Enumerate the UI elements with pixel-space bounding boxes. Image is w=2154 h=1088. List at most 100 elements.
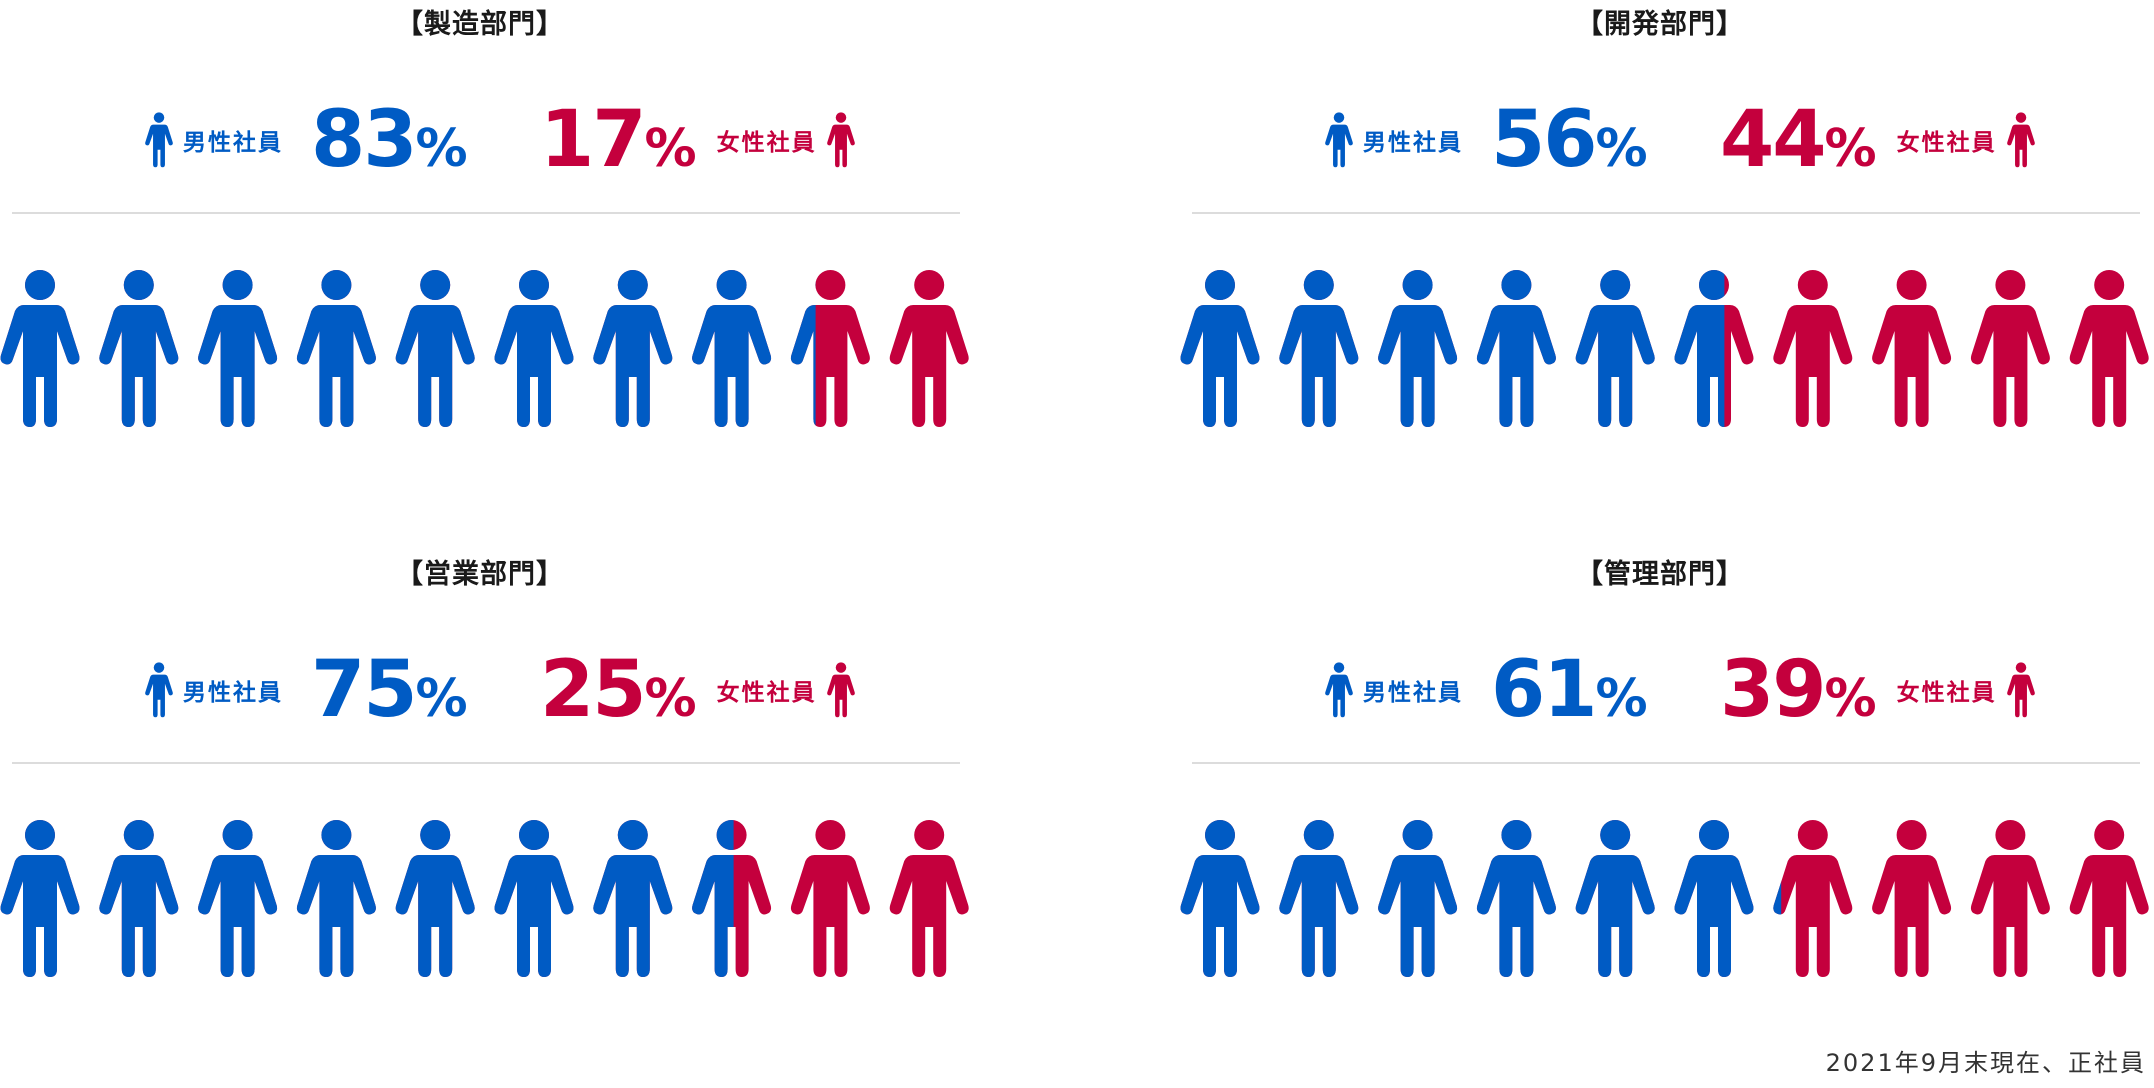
male-person-icon xyxy=(1325,112,1353,168)
person-figure xyxy=(198,270,278,427)
person-figure xyxy=(0,820,80,977)
female-person-icon xyxy=(2006,112,2035,168)
stats-row: 男性社員 56% 44% 女性社員 xyxy=(1180,95,2140,185)
person-figure xyxy=(1575,820,1655,977)
male-label: 男性社員 xyxy=(183,680,283,706)
person-figure xyxy=(99,820,179,977)
person-figure xyxy=(1674,270,1754,427)
panel-title: 【営業部門】 xyxy=(396,559,564,590)
female-label: 女性社員 xyxy=(1896,680,1997,706)
female-label: 女性社員 xyxy=(716,130,817,156)
male-person-icon xyxy=(145,662,173,718)
person-figure xyxy=(494,820,574,977)
female-stat: 17% 女性社員 xyxy=(540,95,855,185)
female-person-icon xyxy=(826,662,855,718)
person-figure xyxy=(1872,820,1952,977)
person-figure xyxy=(1378,820,1458,977)
person-figure xyxy=(1773,270,1853,427)
person-figure xyxy=(692,270,772,427)
divider xyxy=(1192,762,2140,764)
percent-sign: % xyxy=(415,119,468,179)
percent-sign: % xyxy=(1595,669,1648,729)
person-figure xyxy=(1773,820,1853,977)
female-person-icon xyxy=(826,112,855,168)
person-figure xyxy=(692,820,772,977)
pictograph-people xyxy=(1180,270,2149,427)
female-percent-value: 17 xyxy=(540,95,647,185)
pictograph-people xyxy=(1180,820,2149,977)
male-stat: 男性社員 61% xyxy=(1325,645,1648,735)
chart-panel-administration: 【管理部門】 男性社員 61% 39% 女性社員 xyxy=(1180,550,2149,1020)
person-figure xyxy=(889,270,969,427)
female-label: 女性社員 xyxy=(716,680,817,706)
panel-title: 【製造部門】 xyxy=(396,9,564,40)
footnote: 2021年9月末現在、正社員 xyxy=(1825,1049,2146,1077)
person-figure xyxy=(790,820,870,977)
male-label: 男性社員 xyxy=(1363,130,1463,156)
person-figure xyxy=(395,820,475,977)
person-figure xyxy=(1674,820,1754,977)
divider xyxy=(12,212,960,214)
female-stat: 25% 女性社員 xyxy=(540,645,855,735)
male-stat: 男性社員 83% xyxy=(145,95,468,185)
pictograph-people xyxy=(0,270,969,427)
person-figure xyxy=(593,270,673,427)
male-percent-value: 56 xyxy=(1491,95,1598,185)
male-label: 男性社員 xyxy=(183,130,283,156)
pictograph-people xyxy=(0,820,969,977)
female-percent: 39% xyxy=(1720,651,1877,729)
panel-title: 【管理部門】 xyxy=(1576,559,1744,590)
person-figure xyxy=(1872,270,1952,427)
person-figure xyxy=(1970,270,2050,427)
person-figure xyxy=(790,270,870,427)
female-percent: 25% xyxy=(540,651,697,729)
male-person-icon xyxy=(1325,662,1353,718)
female-person-icon xyxy=(2006,662,2035,718)
stats-row: 男性社員 83% 17% 女性社員 xyxy=(0,95,960,185)
person-figure xyxy=(1180,270,1260,427)
female-percent-value: 25 xyxy=(540,645,647,735)
male-label: 男性社員 xyxy=(1363,680,1463,706)
person-figure xyxy=(99,270,179,427)
percent-sign: % xyxy=(644,119,697,179)
female-label: 女性社員 xyxy=(1896,130,1997,156)
female-percent: 44% xyxy=(1720,101,1877,179)
person-figure xyxy=(1970,820,2050,977)
percent-sign: % xyxy=(644,669,697,729)
person-figure xyxy=(1476,270,1556,427)
male-percent: 83% xyxy=(311,101,468,179)
divider xyxy=(12,762,960,764)
male-percent: 75% xyxy=(311,651,468,729)
male-percent: 61% xyxy=(1491,651,1648,729)
male-percent-value: 75 xyxy=(311,645,418,735)
person-figure xyxy=(2069,270,2149,427)
person-figure xyxy=(1476,820,1556,977)
person-figure xyxy=(1279,820,1359,977)
person-figure xyxy=(593,820,673,977)
person-figure xyxy=(1279,270,1359,427)
chart-panel-manufacturing: 【製造部門】 男性社員 83% 17% 女性社員 xyxy=(0,0,969,470)
chart-panel-sales: 【営業部門】 男性社員 75% 25% 女性社員 xyxy=(0,550,969,1020)
percent-sign: % xyxy=(1595,119,1648,179)
person-figure xyxy=(889,820,969,977)
percent-sign: % xyxy=(415,669,468,729)
person-figure xyxy=(494,270,574,427)
percent-sign: % xyxy=(1824,669,1877,729)
person-figure xyxy=(1378,270,1458,427)
percent-sign: % xyxy=(1824,119,1877,179)
male-percent-value: 83 xyxy=(311,95,418,185)
person-figure xyxy=(2069,820,2149,977)
person-figure xyxy=(395,270,475,427)
female-stat: 44% 女性社員 xyxy=(1720,95,2035,185)
stats-row: 男性社員 61% 39% 女性社員 xyxy=(1180,645,2140,735)
divider xyxy=(1192,212,2140,214)
person-figure xyxy=(0,270,80,427)
panel-title: 【開発部門】 xyxy=(1576,9,1744,40)
stats-row: 男性社員 75% 25% 女性社員 xyxy=(0,645,960,735)
person-figure xyxy=(296,820,376,977)
person-figure xyxy=(1180,820,1260,977)
female-percent: 17% xyxy=(540,101,697,179)
female-percent-value: 39 xyxy=(1720,645,1827,735)
person-figure xyxy=(1575,270,1655,427)
chart-panel-development: 【開発部門】 男性社員 56% 44% 女性社員 xyxy=(1180,0,2149,470)
